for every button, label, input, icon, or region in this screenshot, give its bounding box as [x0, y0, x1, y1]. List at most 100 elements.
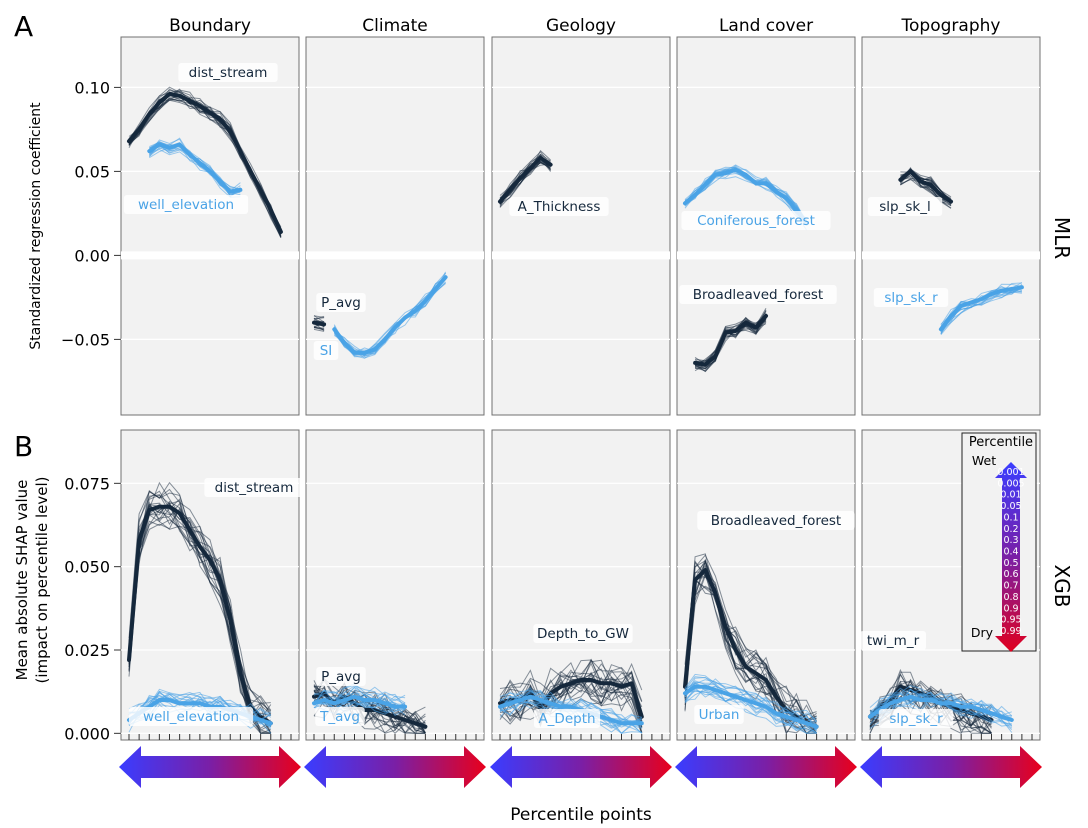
- legend-gradient-arrow: [995, 462, 1027, 652]
- legend-level-label: 0.001: [997, 467, 1024, 478]
- legend-level-label: 0.01: [1000, 490, 1021, 501]
- series-label-box: [123, 195, 249, 214]
- series-label: slp_sk_r: [884, 290, 938, 306]
- legend-level-label: 0.4: [1003, 547, 1018, 558]
- y-tick-label: 0.10: [74, 78, 110, 97]
- plot-area: Boundary Climate Geology Land cover Topograp…: [13, 16, 1042, 788]
- series-mean-line-coniferous-forest: [683, 167, 809, 226]
- series-run-line-depth-to-gw: [499, 658, 643, 708]
- row-label-mlr: MLR: [1050, 217, 1074, 259]
- series-run-line-urban: [684, 679, 817, 724]
- facet-background: [861, 36, 1041, 416]
- series-mean-line-slp-sk-l: [898, 169, 953, 204]
- series-label-box: [533, 624, 633, 643]
- series-label: P_avg: [321, 295, 361, 311]
- percentile-gradient-arrow: [490, 746, 672, 788]
- series-label: slp_sk_l: [879, 199, 930, 215]
- series-run-line-dist-stream: [128, 481, 272, 721]
- series-label: Coniferous_forest: [697, 213, 815, 229]
- legend-level-label: 0.3: [1003, 535, 1018, 546]
- series-label-box: [873, 288, 949, 307]
- percentile-gradient-arrow: [860, 746, 1042, 788]
- series-label: well_elevation: [143, 709, 239, 725]
- facet-a-land-cover: Coniferous_forest Broadleaved_forest: [676, 36, 856, 416]
- series-label: slp_sk_r: [889, 711, 943, 727]
- series-label: dist_stream: [215, 480, 294, 496]
- facet-title-land-cover: Land cover: [719, 16, 813, 36]
- series-mean-line-slp-sk-r: [938, 285, 1024, 332]
- series-run-line-p-avg: [313, 696, 426, 734]
- series-run-line-urban: [684, 690, 817, 734]
- series-label-box: [313, 341, 339, 360]
- series-run-line-broadleaved-forest: [684, 553, 817, 721]
- series-run-line-depth-to-gw: [499, 662, 643, 702]
- series-label-box: [128, 707, 254, 726]
- facet-background: [491, 36, 671, 416]
- legend-wet-label: Wet: [972, 453, 996, 468]
- facet-title-boundary: Boundary: [169, 16, 251, 36]
- facet-title-climate: Climate: [362, 16, 427, 36]
- series-label-box: [178, 63, 278, 82]
- series-run-line-t-avg: [313, 686, 406, 706]
- series-mean-line-t-avg: [312, 694, 408, 709]
- series-label: dist_stream: [189, 65, 268, 81]
- percentile-gradient-arrow: [304, 746, 486, 788]
- facet-title-geology: Geology: [546, 16, 616, 36]
- facet-b-land-cover: Broadleaved_forest Urban: [676, 429, 856, 741]
- series-mean-line-a-depth: [498, 694, 644, 726]
- y-axis-label-b-line2: (impact on percentile level): [33, 477, 51, 684]
- panel-label-a: A: [14, 10, 33, 43]
- series-run-line-a-depth: [499, 687, 642, 726]
- y-axis-label-a: Standardized regression coefficient: [28, 102, 44, 350]
- series-label: Depth_to_GW: [537, 626, 629, 642]
- series-label-box: [859, 631, 927, 650]
- facet-title-topography: Topography: [901, 16, 1001, 36]
- series-run-line-broadleaved-forest: [695, 314, 767, 370]
- series-label-box: [316, 293, 366, 312]
- series-run-line-urban: [684, 684, 817, 731]
- series-run-line-a-thickness: [499, 163, 551, 205]
- y-tick-label: 0.00: [74, 246, 110, 265]
- legend-level-label: 0.2: [1003, 524, 1018, 535]
- y-tick-label: 0.05: [74, 162, 110, 181]
- series-run-line-slp-sk-r: [869, 685, 1012, 718]
- series-label: Urban: [699, 707, 740, 723]
- series-mean-line-p-avg: [312, 320, 327, 327]
- series-run-line-t-avg: [313, 699, 406, 713]
- facet-a-climate: P_avg SI: [305, 36, 485, 416]
- legend-level-label: 0.6: [1003, 569, 1018, 580]
- facet-background: [120, 36, 300, 416]
- series-label-box: [878, 709, 954, 728]
- series-run-line-broadleaved-forest: [684, 554, 817, 723]
- percentile-gradient-arrow: [119, 746, 301, 788]
- series-label-box: [867, 197, 943, 216]
- facet-a-geology: A_Thickness: [491, 36, 671, 416]
- series-run-line-urban: [684, 687, 817, 733]
- series-label-box: [204, 478, 304, 497]
- facet-background: [120, 429, 300, 741]
- facet-b-geology: Depth_to_GW A_Depth: [491, 429, 671, 741]
- series-run-line-t-avg: [313, 683, 406, 704]
- series-run-line-coniferous-forest: [684, 171, 807, 224]
- series-run-line-depth-to-gw: [499, 659, 643, 702]
- legend-dry-label: Dry: [971, 625, 994, 640]
- facet-a-boundary: dist_stream well_elevation: [120, 36, 300, 416]
- facet-b-climate: P_avg T_avg: [305, 429, 485, 741]
- legend-level-label: 0.005: [997, 478, 1024, 489]
- series-run-line-urban: [684, 689, 817, 734]
- series-label: twi_m_r: [867, 633, 920, 649]
- series-label-box: [697, 511, 855, 530]
- percentile-legend: Percentile Wet Dry 0.0010.0050.010.050.10.2…: [961, 432, 1037, 652]
- series-mean-line-dist-stream: [127, 504, 273, 726]
- series-label: A_Depth: [538, 711, 595, 727]
- legend-level-label: 0.9: [1003, 603, 1018, 614]
- legend-box: [961, 432, 1037, 652]
- series-label-box: [316, 667, 366, 686]
- series-label: T_avg: [319, 709, 360, 725]
- legend-level-label: 0.05: [1000, 501, 1021, 512]
- series-label-box: [533, 709, 601, 728]
- panel-label-b: B: [14, 430, 33, 463]
- series-label: Broadleaved_forest: [693, 287, 823, 303]
- series-mean-line-broadleaved-forest: [693, 313, 768, 367]
